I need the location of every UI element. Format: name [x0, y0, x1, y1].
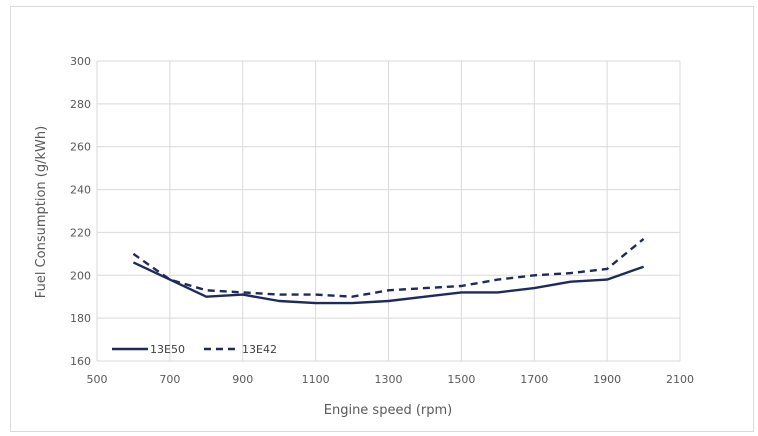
- x-tick-label-1500: 1500: [447, 373, 475, 386]
- y-tick-label-220: 220: [70, 226, 91, 239]
- legend: 13E50 13E42: [112, 343, 277, 356]
- y-axis-ticks: 160 180 200 220 240 260 280 300: [70, 55, 91, 368]
- y-tick-label-300: 300: [70, 55, 91, 68]
- x-tick-label-900: 900: [232, 373, 253, 386]
- legend-label-13E50: 13E50: [150, 343, 185, 356]
- y-axis-label: Fuel Consumption (g/kWh): [34, 126, 49, 298]
- y-tick-label-240: 240: [70, 184, 91, 197]
- y-tick-label-280: 280: [70, 98, 91, 111]
- x-tick-label-700: 700: [159, 373, 180, 386]
- y-tick-label-260: 260: [70, 141, 91, 154]
- series-line-13E42: [132, 237, 645, 298]
- x-axis-label: Engine speed (rpm): [324, 403, 453, 418]
- legend-label-13E42: 13E42: [242, 343, 277, 356]
- x-tick-label-1900: 1900: [593, 373, 621, 386]
- x-tick-label-1100: 1100: [302, 373, 330, 386]
- series-line-13E50: [132, 261, 644, 305]
- y-tick-label-160: 160: [70, 355, 91, 368]
- gridlines: [96, 60, 681, 362]
- x-tick-label-1300: 1300: [375, 373, 403, 386]
- x-tick-label-2100: 2100: [666, 373, 694, 386]
- y-tick-label-180: 180: [70, 312, 91, 325]
- x-tick-label-1700: 1700: [520, 373, 548, 386]
- y-tick-label-200: 200: [70, 269, 91, 282]
- series-lines: [132, 237, 645, 305]
- x-axis-ticks: 500 700 900 1100 1300 1500 1700 1900 2100: [87, 373, 695, 386]
- x-tick-label-500: 500: [87, 373, 108, 386]
